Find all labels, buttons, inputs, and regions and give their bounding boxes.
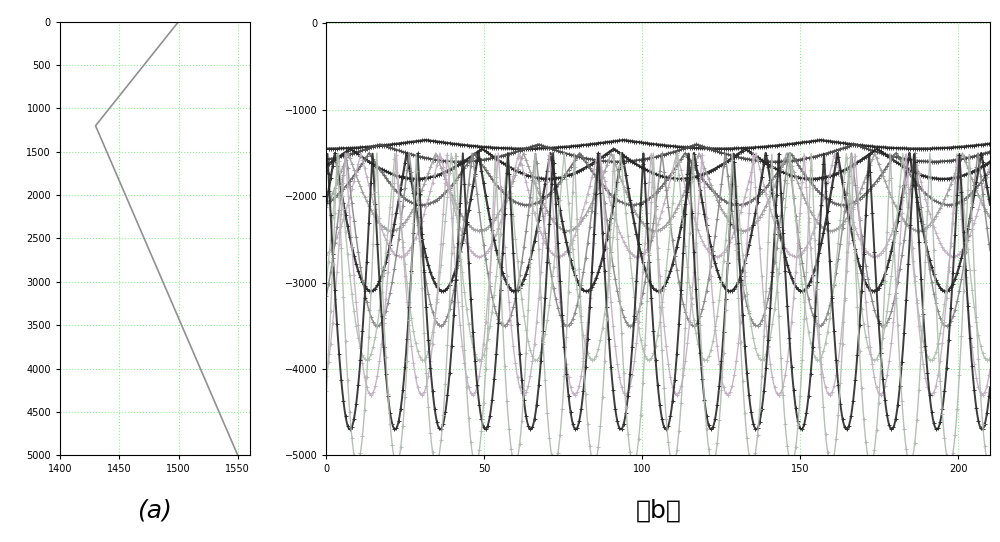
Text: （b）: （b） bbox=[635, 499, 681, 522]
Text: (a): (a) bbox=[137, 499, 172, 522]
